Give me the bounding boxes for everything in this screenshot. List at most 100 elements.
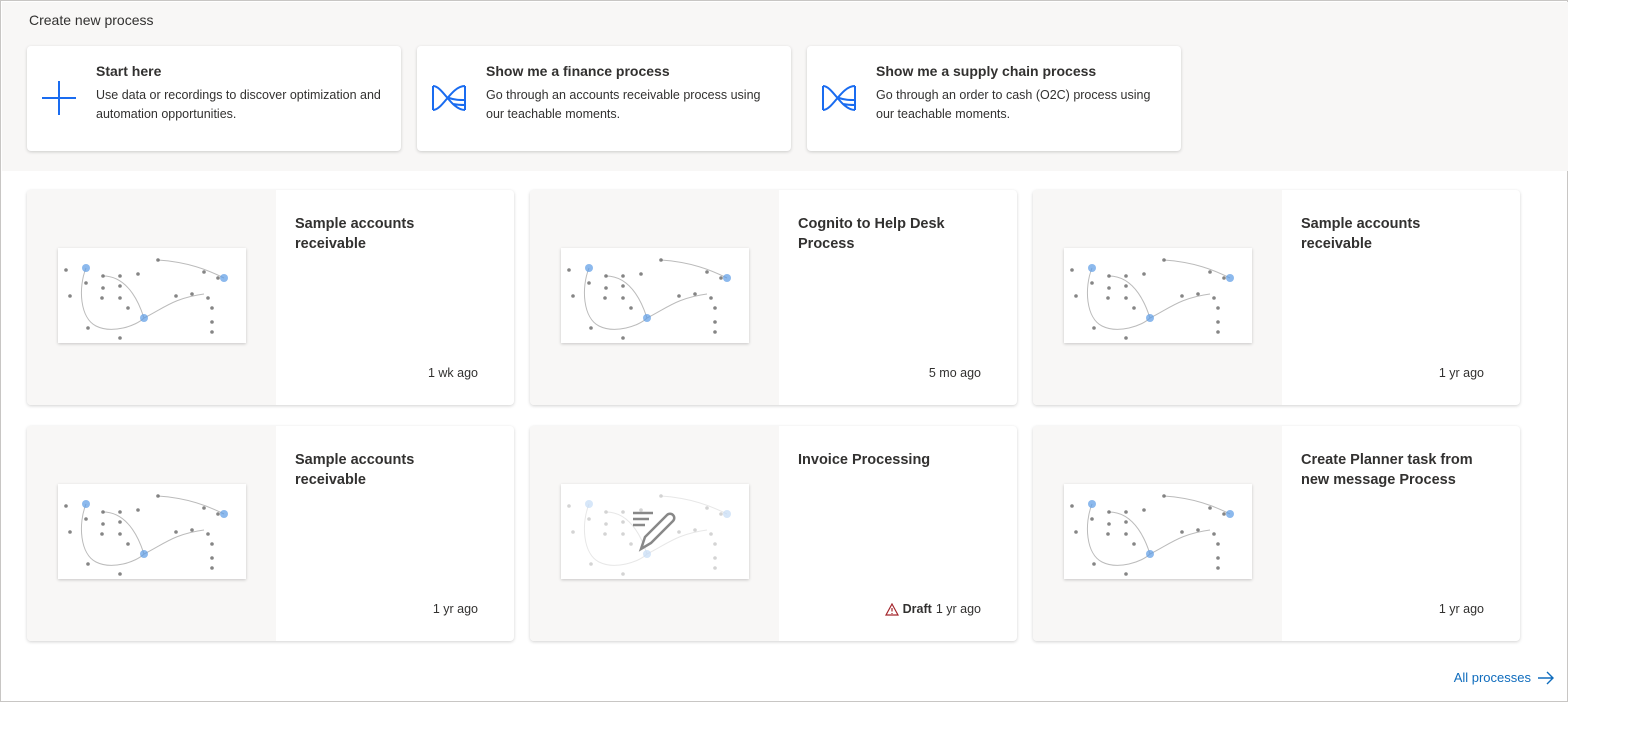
process-node [1196, 292, 1200, 296]
process-node [713, 330, 717, 334]
process-node [587, 517, 591, 521]
process-node [1088, 500, 1096, 508]
process-node [604, 274, 608, 278]
process-status: Draft 1 yr ago [884, 602, 981, 616]
process-node [639, 272, 643, 276]
process-card[interactable]: Cognito to Help Desk Process 5 mo ago [530, 190, 1017, 405]
process-node [1196, 528, 1200, 532]
process-node [101, 522, 105, 526]
process-node [567, 268, 571, 272]
process-node [693, 528, 697, 532]
last-modified: 1 yr ago [1438, 602, 1484, 616]
process-node [723, 510, 731, 518]
process-node [1090, 517, 1094, 521]
process-node [713, 306, 717, 310]
process-node [100, 532, 104, 536]
process-node [1132, 306, 1136, 310]
thumbnail [58, 484, 246, 579]
process-node [118, 520, 122, 524]
process-node [118, 336, 122, 340]
thumbnail-area [530, 426, 779, 641]
process-name: Invoice Processing [798, 452, 931, 468]
process-node [101, 274, 105, 278]
process-node [1216, 542, 1220, 546]
arrow-right-icon [1538, 671, 1554, 684]
process-node [1216, 330, 1220, 334]
finance-process-card[interactable]: Show me a finance process Go through an … [417, 46, 791, 151]
process-node [1226, 274, 1234, 282]
process-card[interactable]: Invoice Processing Draft 1 yr ago [530, 426, 1017, 641]
process-node [604, 510, 608, 514]
process-node [118, 532, 122, 536]
thumbnail [1064, 484, 1252, 579]
warning-icon [884, 602, 899, 616]
card-description: Go through an accounts receivable proces… [486, 88, 761, 121]
process-status: 1 wk ago [428, 366, 478, 380]
process-mining-icon [432, 85, 466, 111]
process-node [82, 500, 90, 508]
process-node [118, 296, 122, 300]
process-card[interactable]: Create Planner task from new message Pro… [1033, 426, 1520, 641]
process-name: Cognito to Help Desk Process [798, 216, 945, 252]
process-card[interactable]: Sample accounts receivable 1 yr ago [1033, 190, 1520, 405]
process-node [723, 274, 731, 282]
process-node [1216, 306, 1220, 310]
process-node [190, 292, 194, 296]
process-node [621, 274, 625, 278]
process-node [677, 530, 681, 534]
process-node [84, 517, 88, 521]
draft-label: Draft [902, 602, 932, 616]
process-name: Sample accounts receivable [295, 452, 415, 488]
process-node [140, 314, 148, 322]
last-modified: 5 mo ago [928, 366, 981, 380]
process-node [101, 286, 105, 290]
process-node [101, 510, 105, 514]
thumbnail-area [27, 426, 276, 641]
process-node [206, 532, 210, 536]
all-processes-link[interactable]: All processes [1454, 670, 1555, 685]
last-modified: 1 yr ago [1438, 366, 1484, 380]
process-node [68, 530, 72, 534]
process-node [621, 284, 625, 288]
process-node [220, 274, 228, 282]
supply-chain-process-card[interactable]: Show me a supply chain process Go throug… [807, 46, 1181, 151]
process-node [621, 520, 625, 524]
process-card[interactable]: Sample accounts receivable 1 wk ago [27, 190, 514, 405]
start-here-card[interactable]: Start here Use data or recordings to dis… [27, 46, 401, 151]
process-node [713, 320, 717, 324]
process-status: 1 yr ago [1439, 602, 1484, 616]
thumbnail-area [1033, 426, 1282, 641]
process-node [1146, 550, 1154, 558]
process-node [1208, 270, 1212, 274]
process-card[interactable]: Sample accounts receivable 1 yr ago [27, 426, 514, 641]
process-map-thumbnail [64, 258, 228, 340]
process-node [1216, 556, 1220, 560]
process-node [1226, 510, 1234, 518]
process-node [621, 572, 625, 576]
process-node [1124, 274, 1128, 278]
process-node [604, 286, 608, 290]
process-status: 1 yr ago [1439, 366, 1484, 380]
process-node [659, 494, 663, 498]
process-node [1212, 296, 1216, 300]
process-node [174, 294, 178, 298]
process-node [1124, 510, 1128, 514]
process-node [202, 506, 206, 510]
process-node [585, 500, 593, 508]
process-node [190, 528, 194, 532]
process-node [643, 314, 651, 322]
process-node [156, 258, 160, 262]
process-node [621, 510, 625, 514]
process-node [86, 326, 90, 330]
process-node [621, 336, 625, 340]
process-node [1212, 532, 1216, 536]
process-mining-icon [822, 85, 856, 111]
process-node [126, 306, 130, 310]
process-node [210, 566, 214, 570]
process-node [216, 276, 220, 280]
process-node [118, 572, 122, 576]
process-node [1222, 512, 1226, 516]
process-name: Sample accounts receivable [295, 216, 415, 252]
process-node [202, 270, 206, 274]
process-node [677, 294, 681, 298]
